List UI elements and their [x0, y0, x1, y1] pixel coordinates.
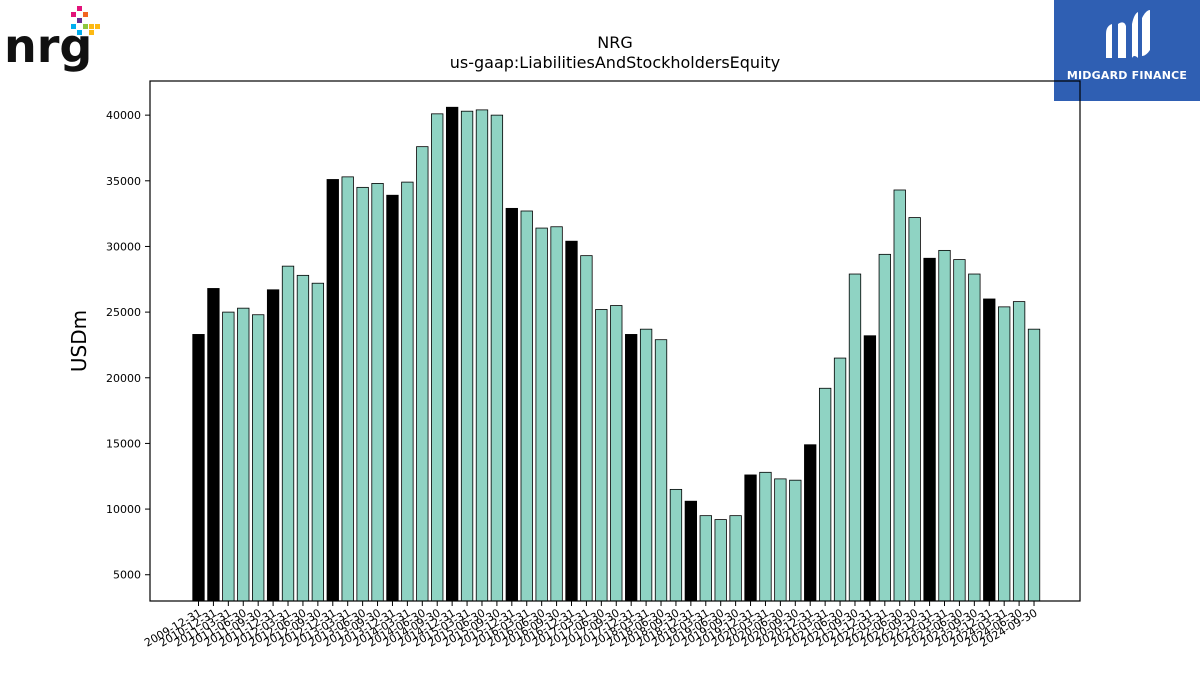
nrg-logo-text: nrg: [4, 19, 92, 72]
bar-2016-03-31: [520, 210, 533, 602]
bar-2019-03-31: [699, 515, 712, 602]
bar-2016-12-31: [565, 240, 578, 602]
bar-2012-09-30: [311, 282, 325, 602]
bar-2011-03-31: [222, 311, 235, 602]
y-axis: 5000 10000 15000 20000 25000 30000 35000 40000: [106, 109, 150, 582]
bar-2015-03-31: [460, 110, 474, 602]
bar-2013-06-30: [356, 186, 369, 602]
y-tick-label: 40000: [106, 109, 141, 122]
y-tick-label: 20000: [106, 372, 141, 385]
bar-2019-06-30: [714, 519, 727, 602]
bar-2022-03-31: [878, 253, 891, 602]
nrg-logo-cross-icon: [71, 6, 100, 35]
bar-2016-09-30: [550, 226, 563, 602]
y-tick-label: 30000: [106, 240, 141, 253]
bar-2015-09-30: [490, 114, 504, 602]
plot-frame: [149, 80, 1081, 602]
bar-2017-12-31: [625, 334, 638, 602]
bar-2018-09-30: [669, 488, 683, 602]
bar-2019-12-31: [744, 474, 757, 602]
chart-title: NRG: [597, 33, 632, 52]
bar-2020-06-30: [774, 478, 787, 602]
bar-2022-12-31: [923, 257, 936, 602]
bar-2023-12-31: [983, 298, 996, 602]
bar-2015-12-31: [505, 207, 518, 602]
x-axis: 2009-12-312010-12-312011-03-312011-06-30…: [142, 601, 1040, 650]
bar-2020-03-31: [759, 471, 772, 602]
bar-2011-12-31: [266, 289, 280, 602]
bar-2012-03-31: [281, 265, 295, 602]
bar-2017-03-31: [580, 255, 593, 602]
bar-2016-06-30: [535, 227, 548, 602]
bar-2009-12-31: [192, 334, 205, 602]
nrg-logo: nrg: [4, 6, 104, 73]
y-tick-label: 10000: [106, 503, 141, 516]
bar-2023-06-30: [953, 259, 966, 602]
bar-2023-03-31: [938, 249, 951, 602]
bar-2013-03-31: [341, 176, 354, 602]
bar-2021-03-31: [818, 387, 832, 602]
bar-2021-12-31: [863, 335, 877, 602]
y-tick-label: 25000: [106, 306, 141, 319]
bar-2021-06-30: [833, 357, 847, 602]
bar-2023-09-30: [968, 273, 981, 602]
bar-2014-12-31: [445, 106, 459, 602]
bar-2014-03-31: [401, 181, 414, 602]
bar-2018-06-30: [654, 339, 668, 602]
bar-2021-09-30: [848, 273, 862, 602]
midgard-finance-logo: MIDGARD FINANCE: [1054, 0, 1200, 101]
bar-2022-09-30: [908, 217, 921, 602]
bar-2011-06-30: [237, 307, 250, 602]
nrg-logo-graphic: nrg: [4, 6, 100, 73]
bars-group: [192, 106, 1041, 602]
chart-subtitle: us-gaap:LiabilitiesAndStockholdersEquity: [450, 53, 781, 72]
bar-2024-09-30: [1027, 328, 1041, 602]
bar-2019-09-30: [729, 515, 742, 602]
bar-2014-09-30: [431, 113, 444, 602]
bar-2020-09-30: [789, 479, 802, 602]
y-tick-label: 15000: [106, 437, 141, 450]
bar-2018-12-31: [684, 500, 698, 602]
y-tick-label: 5000: [113, 569, 141, 582]
bar-2024-06-30: [1012, 301, 1026, 602]
bar-2017-06-30: [595, 309, 608, 602]
bar-2014-06-30: [416, 146, 429, 602]
bar-2017-09-30: [610, 305, 623, 602]
bar-2024-03-31: [998, 306, 1011, 602]
bar-2015-06-30: [475, 109, 489, 602]
bar-2010-12-31: [207, 288, 220, 602]
midgard-emblem-icon: [1106, 10, 1150, 58]
bar-2011-09-30: [252, 314, 265, 602]
bar-2012-06-30: [296, 274, 310, 602]
bar-2013-12-31: [386, 194, 399, 602]
bar-2020-12-31: [804, 444, 817, 602]
bar-2018-03-31: [639, 328, 653, 602]
y-axis-label: USDm: [67, 310, 91, 372]
y-tick-label: 35000: [106, 175, 141, 188]
bar-2022-06-30: [893, 189, 906, 602]
bar-2012-12-31: [326, 179, 339, 602]
bar-2013-09-30: [371, 183, 384, 602]
midgard-finance-wordmark: MIDGARD FINANCE: [1066, 69, 1188, 82]
